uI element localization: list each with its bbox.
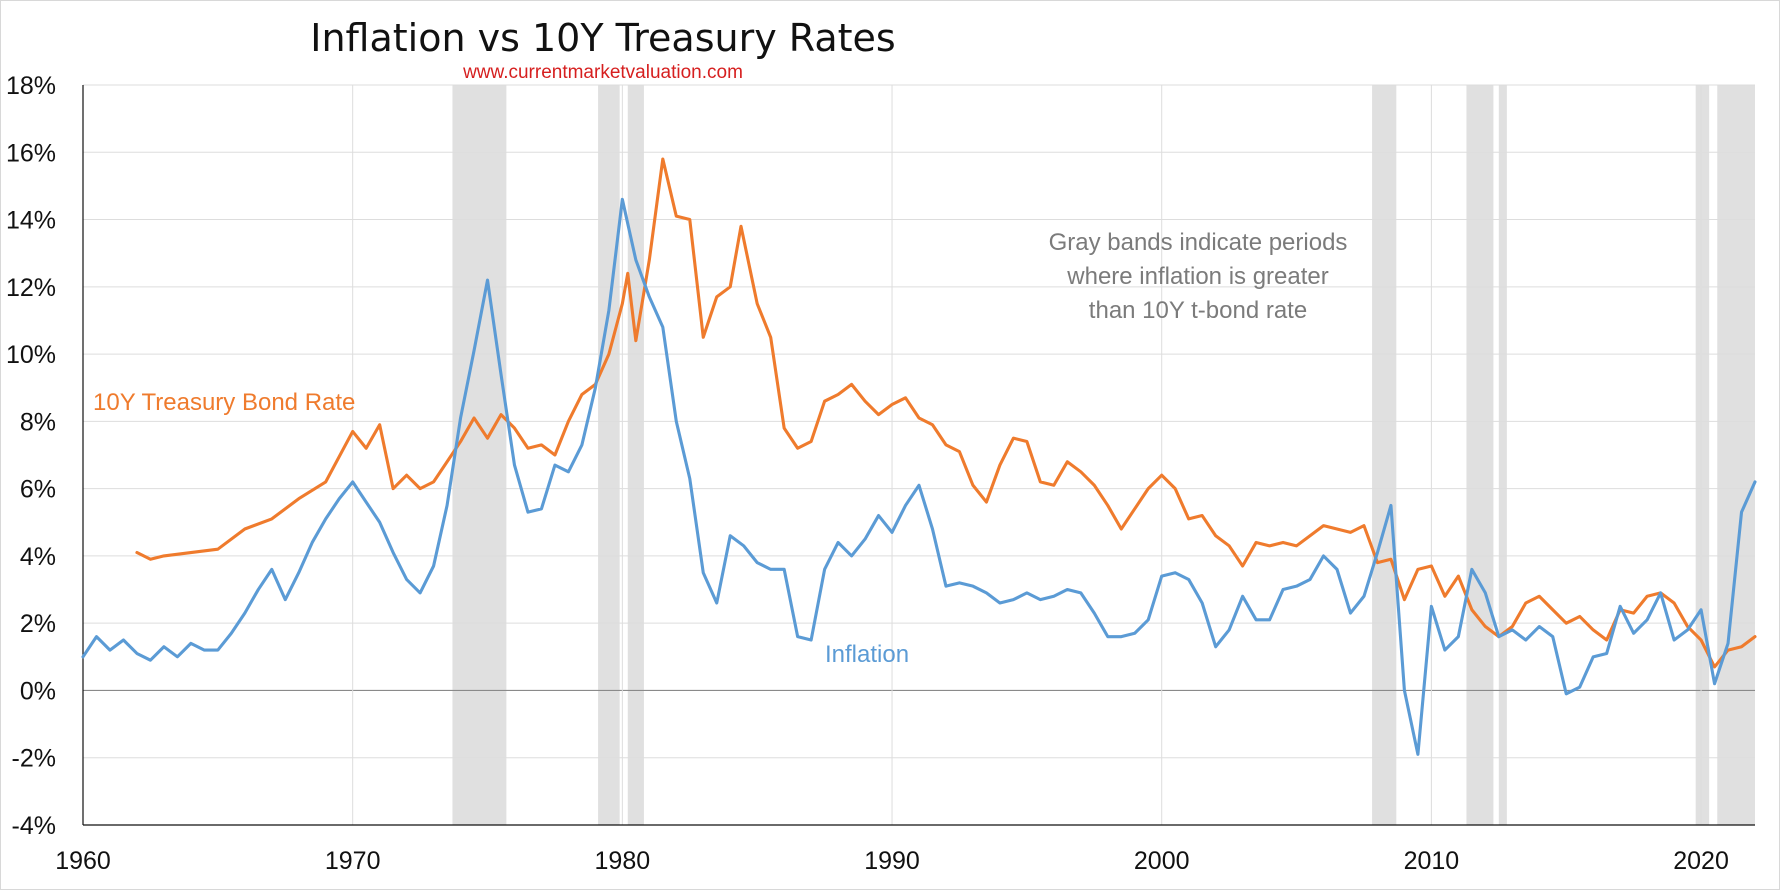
gray-band-3 <box>1372 85 1397 825</box>
y-tick-label: 2% <box>20 610 56 638</box>
y-tick-label: 16% <box>6 139 56 167</box>
gray-band-5 <box>1498 85 1507 825</box>
inflation-series-label: Inflation <box>825 641 909 668</box>
x-tick-label: 2020 <box>1673 847 1729 875</box>
gray-band-0 <box>452 85 507 825</box>
bands-layer <box>452 85 1755 825</box>
series-layer <box>81 157 1757 756</box>
treasury-series-label: 10Y Treasury Bond Rate <box>93 389 355 416</box>
x-tick-label: 2000 <box>1134 847 1190 875</box>
y-tick-label: -2% <box>12 745 56 773</box>
annotation-line-0: Gray bands indicate periods <box>1049 229 1348 256</box>
annotation-line-2: than 10Y t-bond rate <box>1089 297 1307 324</box>
y-tick-label: 8% <box>20 408 56 436</box>
x-tick-label: 2010 <box>1404 847 1460 875</box>
y-tick-label: -4% <box>12 812 56 840</box>
y-tick-label: 0% <box>20 677 56 705</box>
y-tick-label: 12% <box>6 274 56 302</box>
x-tick-label: 1970 <box>325 847 381 875</box>
y-tick-label: 6% <box>20 476 56 504</box>
y-tick-label: 18% <box>6 72 56 100</box>
x-tick-label: 1980 <box>595 847 651 875</box>
gray-band-2 <box>627 85 644 825</box>
gray-band-7 <box>1717 85 1755 825</box>
x-tick-label: 1990 <box>864 847 920 875</box>
gray-band-6 <box>1695 85 1710 825</box>
y-tick-label: 14% <box>6 207 56 235</box>
axis-layer: -4% -2% 0% 2% 4% 6% 8% 10% 12% 14% 16% 18% 1960 1970 1… <box>6 72 1755 875</box>
inflation-line <box>81 197 1757 756</box>
gray-band-1 <box>598 85 620 825</box>
chart-subtitle: www.currentmarketvaluation.com <box>462 62 743 83</box>
y-tick-label: 10% <box>6 341 56 369</box>
treasury-line <box>135 157 1757 669</box>
y-tick-label: 4% <box>20 543 56 571</box>
annotation-line-1: where inflation is greater <box>1066 263 1328 290</box>
x-tick-label: 1960 <box>55 847 111 875</box>
chart-title: Inflation vs 10Y Treasury Rates <box>310 16 895 60</box>
gray-band-4 <box>1466 85 1494 825</box>
labels-layer: 10Y Treasury Bond Rate Inflation <box>93 389 909 668</box>
